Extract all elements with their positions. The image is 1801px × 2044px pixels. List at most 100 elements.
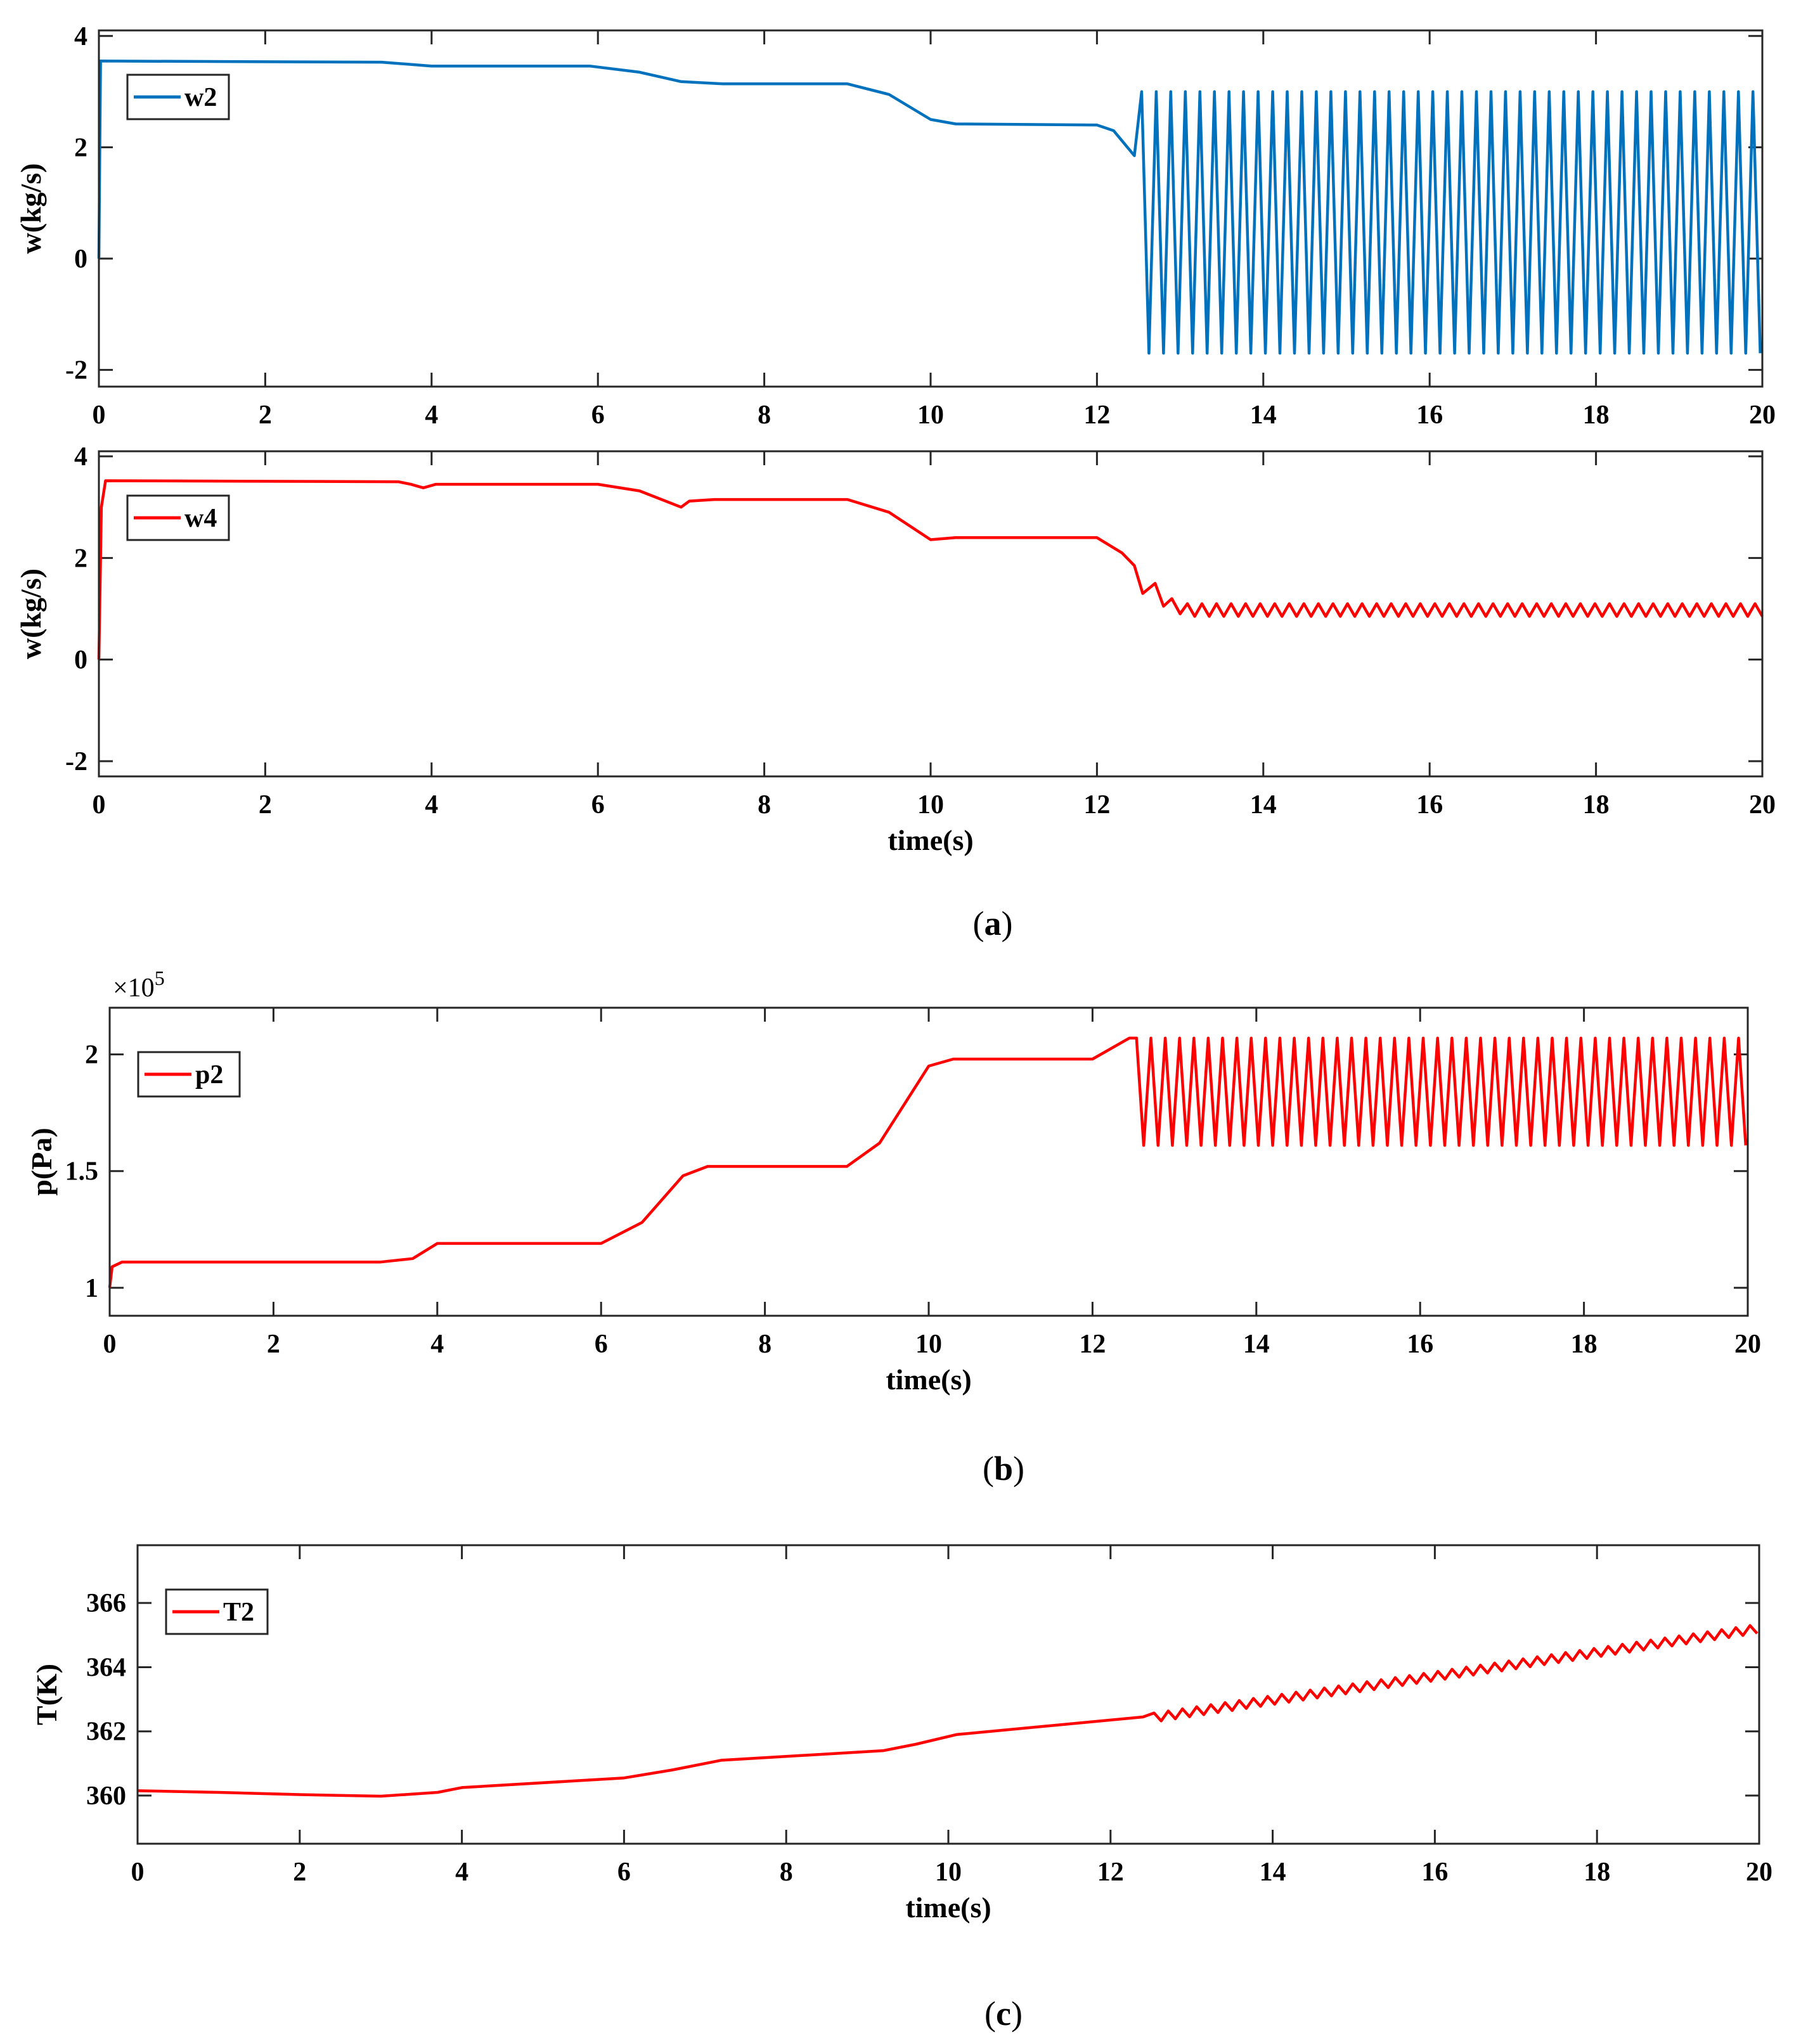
w4-xtick-label: 18 — [1583, 790, 1610, 820]
p2-y-tick-labels: 11.52 — [65, 1041, 99, 1303]
T2-xtick-label: 4 — [455, 1858, 468, 1887]
caption-c-close: ) — [1011, 1995, 1023, 2033]
caption-c: (c) — [984, 1995, 1023, 2033]
w2-xtick-label: 0 — [93, 401, 106, 430]
caption-a-close: ) — [1002, 904, 1013, 942]
caption-b-letter: b — [994, 1449, 1013, 1488]
w2-y-axis-label: w(kg/s) — [15, 163, 47, 254]
T2-plot-frame — [136, 1544, 1760, 1845]
caption-b: (b) — [983, 1449, 1024, 1488]
caption-a-open: ( — [973, 904, 984, 942]
w2-xtick-label: 20 — [1749, 401, 1776, 430]
w4-xtick-label: 14 — [1250, 790, 1277, 820]
T2-tick-marks — [136, 1545, 1760, 1844]
w4-xtick-label: 2 — [259, 790, 272, 820]
caption-c-letter: c — [996, 1995, 1011, 2033]
w2-legend-label: w2 — [184, 83, 217, 112]
T2-y-axis-label: T(K) — [30, 1664, 63, 1725]
w2-series-line — [97, 60, 1762, 355]
w2-xtick-label: 4 — [425, 401, 438, 430]
w2-xtick-label: 18 — [1583, 401, 1610, 430]
w4-series-line — [97, 479, 1764, 660]
p2-legend-label: p2 — [195, 1060, 223, 1089]
p2-xtick-label: 20 — [1734, 1330, 1761, 1359]
w2-tick-marks — [98, 30, 1764, 387]
w2-xtick-label: 2 — [259, 401, 272, 430]
caption-a: (a) — [973, 904, 1013, 942]
p2-y-axis-label: p(Pa) — [25, 1128, 58, 1195]
w4-ytick-label: 2 — [74, 544, 87, 573]
p2-xtick-label: 18 — [1571, 1330, 1598, 1359]
p2-xtick-label: 10 — [915, 1330, 942, 1359]
caption-c-open: ( — [984, 1995, 996, 2033]
T2-ytick-label: 362 — [86, 1718, 126, 1747]
T2-legend[interactable]: T2 — [165, 1588, 269, 1635]
w4-xtick-label: 12 — [1083, 790, 1110, 820]
chart-p2: 0 2 4 6 8 10 12 14 16 18 20 11.52 p(Pa) time(s) ×1… — [25, 967, 1761, 1396]
T2-xtick-label: 18 — [1584, 1858, 1610, 1887]
T2-series-line — [137, 1624, 1759, 1798]
T2-ytick-label: 364 — [86, 1653, 126, 1682]
p2-legend[interactable]: p2 — [137, 1051, 241, 1098]
p2-xtick-label: 2 — [267, 1330, 280, 1359]
T2-xtick-label: 12 — [1097, 1858, 1124, 1887]
w4-legend[interactable]: w4 — [126, 494, 230, 541]
p2-x-axis-label: time(s) — [886, 1363, 971, 1396]
T2-xtick-label: 14 — [1260, 1858, 1286, 1887]
w2-xtick-label: 14 — [1250, 401, 1277, 430]
w4-xtick-label: 0 — [93, 790, 106, 820]
p2-xtick-label: 6 — [595, 1330, 608, 1359]
T2-ytick-label: 366 — [86, 1589, 126, 1618]
T2-y-tick-labels: 360 362 364 366 — [86, 1589, 126, 1811]
p2-ytick-label: 1 — [85, 1274, 98, 1303]
w2-ytick-label: 0 — [74, 245, 87, 274]
p2-ytick-label: 1.5 — [65, 1157, 99, 1186]
T2-legend-label: T2 — [223, 1598, 254, 1627]
chart-T2: 0 2 4 6 8 10 12 14 16 18 20 360 362 364 366 T(K) time… — [30, 1544, 1773, 1924]
p2-axis-multiplier: ×105 — [113, 967, 165, 1003]
p2-series-line — [108, 1036, 1748, 1289]
T2-xtick-label: 16 — [1421, 1858, 1448, 1887]
w2-x-tick-labels: 0 2 4 6 8 10 12 14 16 18 20 — [93, 401, 1776, 430]
caption-a-letter: a — [984, 904, 1002, 942]
p2-xtick-label: 14 — [1243, 1330, 1270, 1359]
w4-y-axis-label: w(kg/s) — [15, 569, 47, 659]
w4-ytick-label: 0 — [74, 646, 87, 675]
T2-xtick-label: 0 — [131, 1858, 145, 1887]
caption-b-close: ) — [1013, 1449, 1024, 1488]
T2-x-tick-labels: 0 2 4 6 8 10 12 14 16 18 20 — [131, 1858, 1773, 1887]
T2-xtick-label: 2 — [293, 1858, 306, 1887]
w4-x-tick-labels: 0 2 4 6 8 10 12 14 16 18 20 — [93, 790, 1776, 820]
w2-xtick-label: 10 — [917, 401, 944, 430]
p2-multiplier-exponent: 5 — [155, 967, 165, 989]
p2-xtick-label: 12 — [1079, 1330, 1106, 1359]
w4-ytick-label: -2 — [65, 747, 87, 776]
w2-xtick-label: 8 — [758, 401, 771, 430]
w2-legend[interactable]: w2 — [126, 74, 230, 120]
T2-xtick-label: 10 — [935, 1858, 962, 1887]
w4-plot-frame — [98, 450, 1764, 778]
w2-y-tick-labels: -2 0 2 4 — [65, 22, 87, 385]
w2-xtick-label: 6 — [591, 401, 605, 430]
w4-xtick-label: 20 — [1749, 790, 1776, 820]
w2-xtick-label: 12 — [1083, 401, 1110, 430]
w4-legend-label: w4 — [184, 504, 217, 533]
w4-xtick-label: 8 — [758, 790, 771, 820]
caption-b-open: ( — [983, 1449, 994, 1488]
T2-x-axis-label: time(s) — [905, 1891, 991, 1924]
p2-x-tick-labels: 0 2 4 6 8 10 12 14 16 18 20 — [103, 1330, 1762, 1359]
p2-xtick-label: 0 — [103, 1330, 117, 1359]
w4-xtick-label: 6 — [591, 790, 605, 820]
T2-xtick-label: 20 — [1746, 1858, 1772, 1887]
p2-ytick-label: 2 — [85, 1041, 98, 1070]
w4-ytick-label: 4 — [74, 442, 87, 472]
w4-x-axis-label: time(s) — [888, 824, 973, 856]
w4-y-tick-labels: -2 0 2 4 — [65, 442, 87, 776]
p2-xtick-label: 8 — [758, 1330, 771, 1359]
w4-xtick-label: 10 — [917, 790, 944, 820]
w2-ytick-label: 4 — [74, 22, 87, 51]
p2-multiplier-base: ×10 — [113, 974, 155, 1003]
